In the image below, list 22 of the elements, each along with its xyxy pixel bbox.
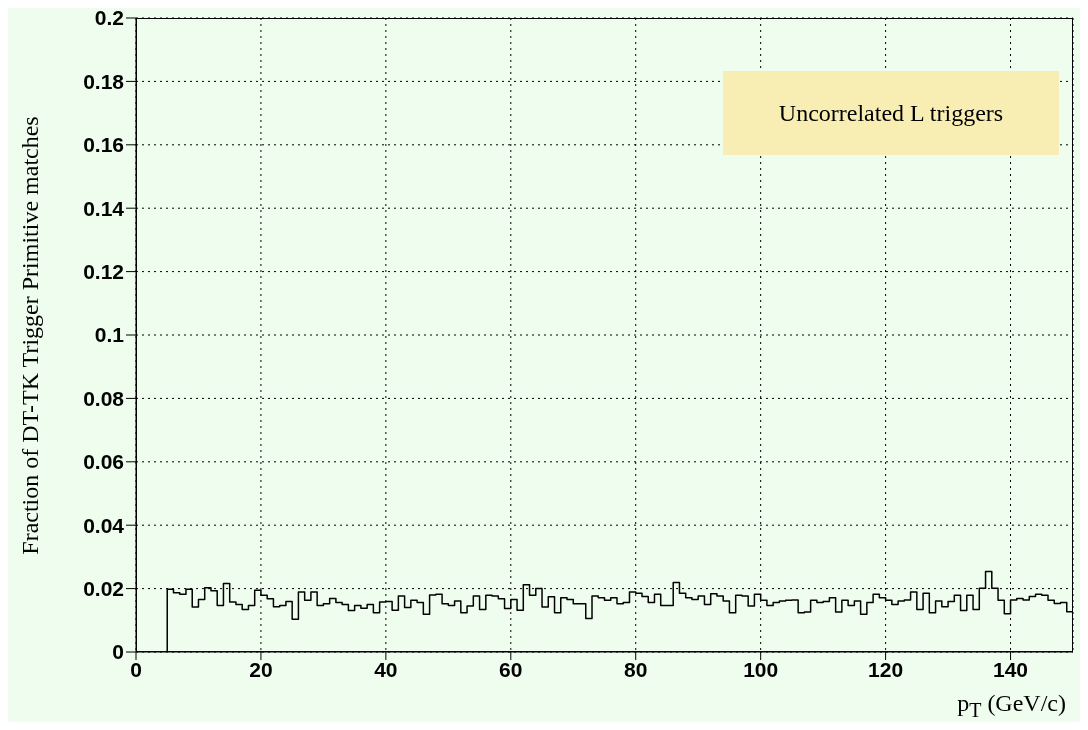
y-tick-label: 0.08 [83,386,125,410]
x-tick-label: 60 [499,657,523,681]
x-tick-label: 120 [868,657,904,681]
y-tick-label: 0 [112,640,124,664]
x-tick-label: 140 [993,657,1029,681]
y-tick-label: 0.18 [83,69,125,93]
y-tick-label: 0.1 [94,323,125,347]
y-tick-label: 0.06 [83,450,124,474]
y-tick-label: 0.12 [83,260,124,284]
y-tick-label: 0.02 [83,577,124,601]
y-tick-label: 0.14 [83,196,125,220]
x-tick-label: 0 [130,657,142,681]
note-box: Uncorrelated L triggers [723,71,1059,155]
y-tick-label: 0.2 [94,6,124,30]
y-tick-label: 0.04 [83,513,125,537]
x-tick-label: 20 [249,657,273,681]
x-axis-title: p$_{T}$ (GeV/c) [957,690,1066,722]
y-axis-title: Fraction of DT-TK Trigger Primitive matches [16,115,44,555]
x-tick-label: 40 [374,657,398,681]
y-tick-label: 0.16 [83,133,124,157]
x-tick-label: 80 [624,657,648,681]
x-tick-label: 100 [743,657,779,681]
